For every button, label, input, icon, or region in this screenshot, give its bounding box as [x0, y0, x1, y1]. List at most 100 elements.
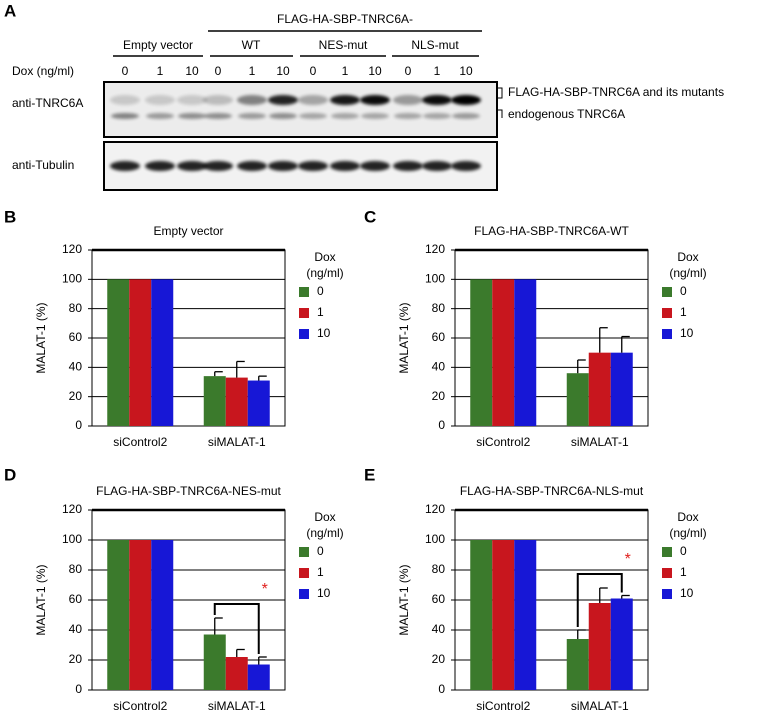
blot-header: FLAG-HA-SBP-TNRC6A-	[277, 12, 413, 26]
legend-label: 1	[680, 305, 687, 319]
error-bar	[621, 335, 630, 353]
chart-title: FLAG-HA-SBP-TNRC6A-NES-mut	[96, 484, 281, 498]
legend-label: 10	[317, 326, 331, 340]
band	[237, 95, 267, 105]
y-axis-label: MALAT-1 (%)	[34, 302, 48, 373]
band	[268, 95, 298, 105]
bar	[470, 279, 493, 426]
error-bar	[214, 617, 223, 635]
y-tick-label: 120	[425, 502, 445, 516]
dox-value: 1	[342, 64, 349, 78]
y-tick-label: 60	[69, 330, 83, 344]
chart-title: FLAG-HA-SBP-TNRC6A-WT	[474, 224, 629, 238]
bar	[129, 540, 152, 690]
y-tick-label: 0	[75, 418, 82, 432]
legend-swatch	[299, 589, 309, 599]
y-axis-label: MALAT-1 (%)	[34, 564, 48, 635]
legend-label: 0	[680, 544, 687, 558]
band	[269, 113, 297, 119]
x-tick-label: siMALAT-1	[571, 435, 629, 449]
y-tick-label: 20	[69, 389, 83, 403]
legend-swatch	[662, 547, 672, 557]
legend-title: (ng/ml)	[669, 526, 706, 540]
dox-value: 0	[405, 64, 412, 78]
panel-label: B	[4, 207, 16, 226]
x-tick-label: siControl2	[476, 435, 530, 449]
bar	[588, 352, 611, 426]
band	[299, 113, 327, 119]
significance-mark: *	[262, 581, 268, 598]
bar	[203, 634, 226, 690]
legend-title: Dox	[314, 250, 335, 264]
legend-label: 0	[680, 284, 687, 298]
bar	[492, 540, 515, 690]
y-tick-label: 40	[432, 360, 446, 374]
y-tick-label: 80	[69, 562, 83, 576]
group-label: NES-mut	[319, 38, 368, 52]
band	[145, 161, 175, 171]
y-tick-label: 100	[62, 272, 82, 286]
band	[394, 113, 422, 119]
y-tick-label: 60	[432, 592, 446, 606]
legend-title: (ng/ml)	[306, 526, 343, 540]
panel-label: D	[4, 465, 16, 484]
band	[110, 95, 140, 105]
legend-label: 1	[317, 305, 324, 319]
bracket	[498, 109, 503, 118]
row-label: anti-Tubulin	[12, 158, 74, 172]
dox-value: 1	[249, 64, 256, 78]
bar	[107, 540, 130, 690]
band	[330, 95, 360, 105]
row-label: anti-TNRC6A	[12, 96, 83, 110]
band-label: FLAG-HA-SBP-TNRC6A and its mutants	[508, 85, 724, 99]
legend-title: Dox	[314, 510, 335, 524]
band	[237, 161, 267, 171]
legend-swatch	[299, 568, 309, 578]
panel-label: A	[4, 1, 16, 20]
legend-label: 1	[680, 565, 687, 579]
error-bar	[577, 629, 586, 639]
bar	[588, 603, 611, 690]
band	[331, 113, 359, 119]
bar	[151, 279, 174, 426]
group-label: Empty vector	[123, 38, 193, 52]
legend-title: Dox	[677, 250, 698, 264]
error-bar	[236, 648, 245, 657]
y-axis-label: MALAT-1 (%)	[397, 564, 411, 635]
legend-label: 10	[680, 326, 694, 340]
band	[203, 161, 233, 171]
blot-frame	[103, 81, 498, 138]
x-tick-label: siMALAT-1	[571, 699, 629, 713]
band	[177, 95, 207, 105]
panel-label: E	[364, 465, 375, 484]
chart-title: FLAG-HA-SBP-TNRC6A-NLS-mut	[460, 484, 644, 498]
legend-swatch	[662, 308, 672, 318]
error-bar	[214, 371, 223, 377]
band	[360, 95, 390, 105]
band	[451, 161, 481, 171]
legend-title: (ng/ml)	[306, 266, 343, 280]
bar	[247, 380, 270, 426]
y-tick-label: 20	[69, 652, 83, 666]
dox-value: 10	[459, 64, 473, 78]
legend-label: 1	[317, 565, 324, 579]
bar	[247, 664, 270, 690]
dox-value: 0	[122, 64, 129, 78]
bar	[470, 540, 493, 690]
significance-bracket	[576, 573, 623, 627]
dox-value: 10	[185, 64, 199, 78]
band	[238, 113, 266, 119]
significance-mark: *	[625, 551, 631, 568]
bar	[514, 279, 537, 426]
bar	[566, 373, 589, 426]
band	[393, 161, 423, 171]
y-tick-label: 0	[438, 682, 445, 696]
dox-value: 1	[434, 64, 441, 78]
y-tick-label: 0	[438, 418, 445, 432]
band	[145, 95, 175, 105]
y-tick-label: 120	[425, 242, 445, 256]
band	[422, 161, 452, 171]
legend-swatch	[299, 308, 309, 318]
band	[110, 161, 140, 171]
